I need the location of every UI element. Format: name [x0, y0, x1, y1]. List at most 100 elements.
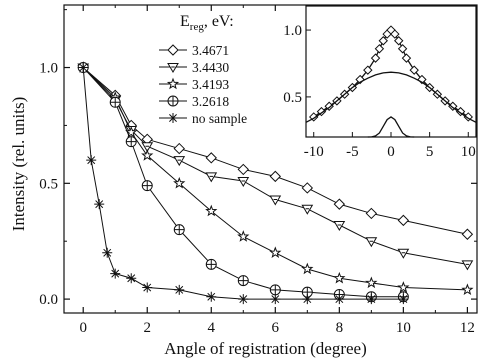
inset-data-point [355, 74, 365, 85]
data-point [102, 247, 113, 258]
inset-curve [367, 116, 415, 138]
legend-label: 3.4193 [192, 77, 229, 92]
inset-data-point [394, 36, 404, 46]
inset-x-tick-label: 10 [461, 144, 476, 160]
data-point [238, 294, 249, 305]
inset-plot: -10 -5 0 5 10 0.5 1.0 [280, 5, 477, 163]
main-plot-frame [63, 4, 478, 314]
x-tick-label: 8 [336, 320, 344, 336]
legend-title-unit: , eV: [204, 13, 234, 30]
data-point [173, 224, 185, 236]
legend-marker [166, 77, 180, 90]
inset-axis-ticks: -10 -5 0 5 10 0.5 1.0 [283, 23, 476, 160]
data-point [302, 294, 313, 305]
inset-data-point [378, 36, 388, 46]
data-point [125, 125, 138, 138]
data-point [173, 176, 186, 189]
legend-title-main: E [180, 13, 190, 30]
data-point [397, 248, 410, 259]
main-series-group [77, 61, 474, 305]
data-point [78, 62, 89, 73]
inset-series-group [305, 25, 477, 138]
inset-x-tick-label: -10 [304, 144, 324, 160]
inset-series-smooth-curve [305, 71, 477, 123]
data-point [142, 282, 153, 293]
legend-title: Ereg, eV: [180, 13, 234, 33]
data-point [205, 152, 217, 164]
legend-label: no sample [192, 111, 247, 126]
data-point [397, 214, 410, 227]
data-point [94, 199, 105, 210]
data-point [269, 195, 282, 206]
inset-data-point [401, 53, 412, 63]
data-point [461, 283, 474, 296]
data-point [269, 246, 282, 258]
legend-title-sub: reg [190, 21, 205, 33]
data-point [334, 294, 345, 305]
inset-data-point [397, 44, 408, 54]
data-point [141, 149, 154, 161]
inset-x-tick-label: 0 [387, 144, 395, 160]
legend-label: 3.4430 [192, 60, 229, 75]
x-tick-label: 12 [460, 320, 475, 336]
data-point [397, 281, 410, 293]
data-point [237, 163, 249, 176]
inset-frame [305, 5, 477, 138]
data-point [174, 284, 185, 295]
data-point [301, 182, 314, 194]
data-point [365, 237, 378, 248]
data-point [333, 221, 346, 231]
inset-data-point [309, 112, 319, 122]
data-point [173, 142, 185, 155]
y-tick-label: 0.0 [39, 292, 58, 308]
data-point [173, 156, 186, 167]
inset-series-gaussian-curve [367, 116, 415, 138]
data-point [333, 271, 346, 284]
data-point [86, 155, 97, 166]
legend-marker [167, 63, 179, 73]
data-point [237, 230, 250, 242]
data-point [398, 294, 409, 305]
inset-data-point [374, 44, 385, 54]
data-point [237, 177, 250, 187]
data-point [109, 96, 121, 108]
legend-item: 3.4671 [159, 43, 229, 58]
data-point [110, 268, 121, 279]
x-tick-label: 10 [396, 320, 411, 336]
inset-data-point [363, 65, 373, 75]
main-plot: 0 2 4 6 8 10 12 0.0 0.5 1.0 Angle of registration… [9, 4, 478, 358]
data-point [461, 228, 474, 240]
x-tick-label: 4 [208, 320, 216, 336]
data-point [141, 142, 154, 153]
data-point [205, 172, 218, 183]
data-point [333, 198, 346, 210]
data-point [205, 204, 218, 217]
x-tick-label: 6 [272, 320, 280, 336]
data-point [141, 180, 153, 192]
legend-item: no sample [159, 111, 247, 126]
legend-item: 3.4193 [159, 77, 229, 92]
inset-x-tick-label: 5 [426, 144, 434, 160]
inset-data-point [390, 29, 400, 39]
y-tick-label: 0.5 [39, 176, 58, 192]
data-point [365, 207, 378, 220]
series-no-sample [78, 62, 409, 305]
x-tick-label: 2 [143, 320, 151, 336]
data-point [270, 294, 281, 305]
data-point [125, 136, 137, 148]
data-point [366, 294, 377, 305]
data-point [206, 291, 217, 302]
x-axis-label: Angle of registration (degree) [164, 339, 367, 358]
inset-data-point [409, 65, 419, 75]
data-point [237, 275, 249, 287]
data-point [461, 260, 474, 271]
data-point [365, 276, 378, 289]
legend-label: 3.2618 [192, 94, 229, 109]
legend-marker [168, 113, 178, 123]
x-tick-label: 0 [79, 320, 87, 336]
data-point [301, 204, 314, 215]
legend-item: 3.2618 [159, 94, 229, 109]
legend-marker [167, 44, 179, 56]
data-point [205, 258, 217, 270]
